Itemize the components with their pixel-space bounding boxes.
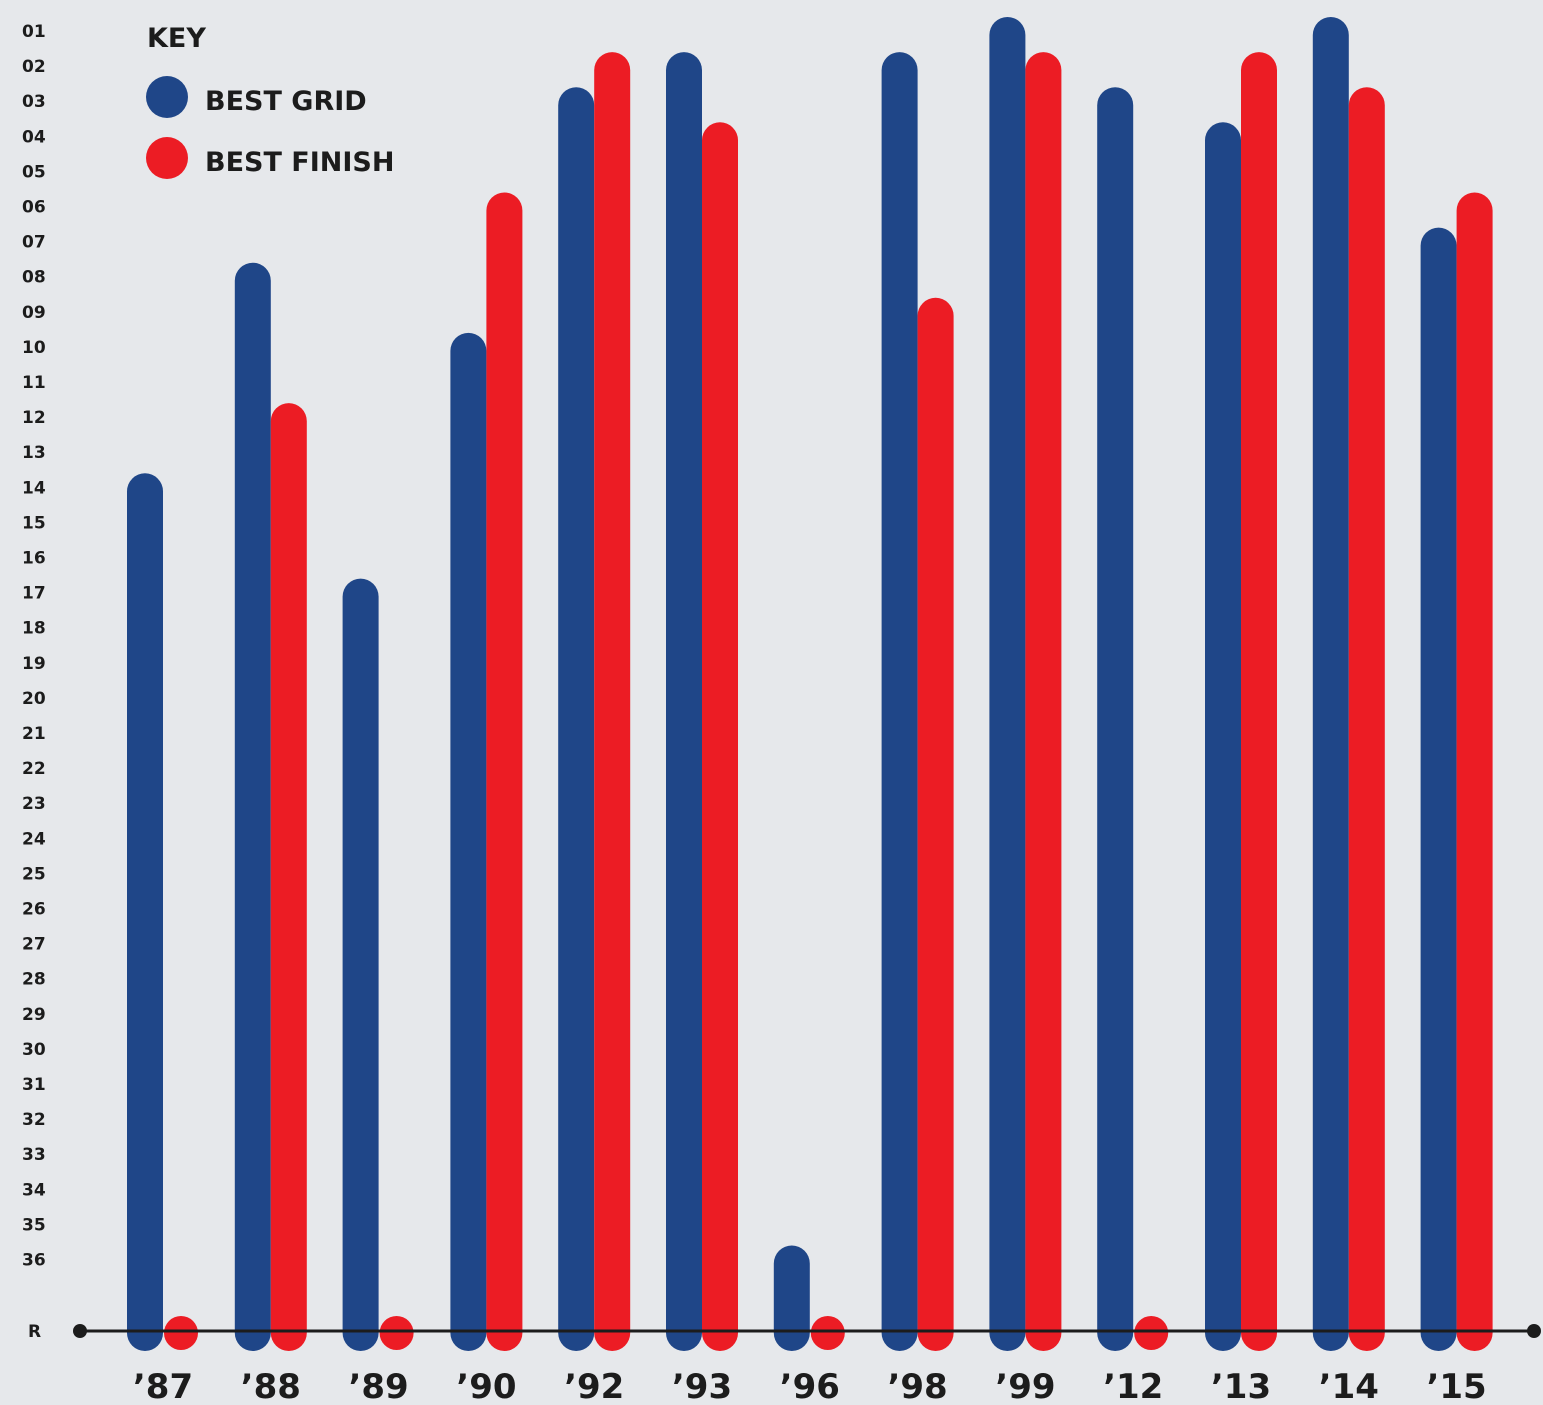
legend-label-best-finish: BEST FINISH	[205, 147, 394, 178]
y-tick-label: 06	[22, 198, 46, 218]
bar-best-grid	[450, 332, 487, 1351]
y-tick-label: 07	[22, 233, 46, 253]
y-tick-label: 21	[22, 724, 46, 744]
y-tick-label: 26	[22, 900, 46, 920]
baseline-start-dot	[73, 1324, 87, 1338]
y-tick-label: 16	[22, 549, 46, 569]
x-tick-label: ’96	[780, 1367, 840, 1405]
bar-best-finish	[702, 122, 738, 1351]
legend-title: KEY	[147, 23, 206, 54]
y-tick-label: 14	[22, 478, 46, 498]
y-tick-label: 17	[22, 584, 46, 604]
y-tick-label: 09	[22, 303, 46, 323]
x-tick-label: ’15	[1426, 1367, 1486, 1405]
bar-best-grid	[989, 17, 1026, 1351]
x-tick-label: ’90	[456, 1367, 516, 1405]
y-tick-label: 13	[22, 443, 46, 463]
bar-best-grid	[1097, 87, 1134, 1352]
bar-best-grid	[881, 52, 918, 1352]
y-tick-label: 01	[22, 22, 46, 42]
bar-best-finish	[594, 52, 631, 1352]
baseline-end-dot	[1527, 1324, 1541, 1338]
bar-best-finish	[1456, 192, 1493, 1351]
y-tick-label: 04	[22, 127, 46, 147]
y-tick-label: 35	[22, 1215, 46, 1235]
y-tick-label: 30	[22, 1040, 46, 1060]
x-tick-label: ’99	[995, 1367, 1055, 1405]
y-tick-label: 24	[22, 829, 46, 849]
y-tick-label: 19	[22, 654, 46, 674]
y-tick-label: 28	[22, 970, 46, 990]
y-tick-label: 34	[22, 1180, 46, 1200]
y-tick-label: 05	[22, 162, 46, 182]
y-tick-label: 33	[22, 1145, 46, 1165]
bar-best-finish	[917, 297, 954, 1351]
x-axis-ticks: ’87 ’88 ’89 ’90 ’92 ’93 ’96 ’98 ’99 ’12 ’13 ’14 ’15	[133, 1367, 1487, 1405]
y-tick-label: 10	[22, 338, 46, 358]
bar-best-grid	[1420, 227, 1457, 1352]
bar-best-finish	[1025, 52, 1062, 1352]
y-axis-ticks: 01 02 03 04 05 06 07 08 09 10 11 12 13 14 15 16 17 18 19 20…	[22, 22, 46, 1342]
x-tick-label: ’87	[133, 1367, 193, 1405]
y-tick-label: 03	[22, 92, 46, 112]
bar-best-finish	[1241, 52, 1277, 1352]
y-tick-label: 08	[22, 268, 46, 288]
y-tick-label: 02	[22, 57, 46, 77]
y-tick-label: 12	[22, 408, 46, 428]
y-tick-label: 23	[22, 794, 46, 814]
x-tick-label: ’93	[672, 1367, 732, 1405]
legend-swatch-best-finish	[146, 137, 188, 179]
y-tick-label: 25	[22, 864, 46, 884]
bar-best-grid	[666, 52, 702, 1352]
bar-best-grid	[127, 473, 163, 1351]
bar-best-finish	[486, 192, 523, 1351]
y-tick-label: 20	[22, 689, 46, 709]
legend: KEY BEST GRID BEST FINISH	[146, 23, 394, 179]
x-tick-label: ’14	[1319, 1367, 1379, 1405]
x-tick-label: ’12	[1103, 1367, 1163, 1405]
bar-best-grid	[1312, 17, 1349, 1351]
legend-label-best-grid: BEST GRID	[205, 86, 367, 117]
bars	[127, 17, 1493, 1352]
y-tick-label: 22	[22, 759, 46, 779]
y-tick-label: 31	[22, 1075, 46, 1095]
x-tick-label: ’98	[887, 1367, 947, 1405]
bar-best-grid	[342, 578, 379, 1351]
legend-swatch-best-grid	[146, 76, 188, 118]
bar-best-finish	[1348, 87, 1385, 1352]
x-tick-label: ’92	[564, 1367, 624, 1405]
y-tick-label: R	[28, 1322, 41, 1342]
y-tick-label: 18	[22, 619, 46, 639]
y-tick-label: 27	[22, 935, 46, 955]
bar-best-finish-retired-dot	[164, 1316, 198, 1350]
bar-best-finish-retired-dot	[379, 1316, 414, 1350]
x-tick-label: ’89	[348, 1367, 408, 1405]
y-tick-label: 15	[22, 513, 46, 533]
x-tick-label: ’13	[1211, 1367, 1271, 1405]
bar-best-grid	[773, 1245, 810, 1351]
y-tick-label: 29	[22, 1005, 46, 1025]
bar-best-grid	[558, 87, 595, 1352]
y-tick-label: 36	[22, 1251, 46, 1271]
bar-best-grid	[1205, 122, 1241, 1351]
bar-best-grid	[234, 262, 271, 1352]
x-tick-label: ’88	[241, 1367, 301, 1405]
y-tick-label: 11	[22, 373, 46, 393]
y-tick-label: 32	[22, 1110, 46, 1130]
bar-best-finish	[270, 403, 307, 1352]
bar-best-finish-retired-dot	[810, 1316, 845, 1350]
bar-best-finish-retired-dot	[1134, 1316, 1169, 1350]
